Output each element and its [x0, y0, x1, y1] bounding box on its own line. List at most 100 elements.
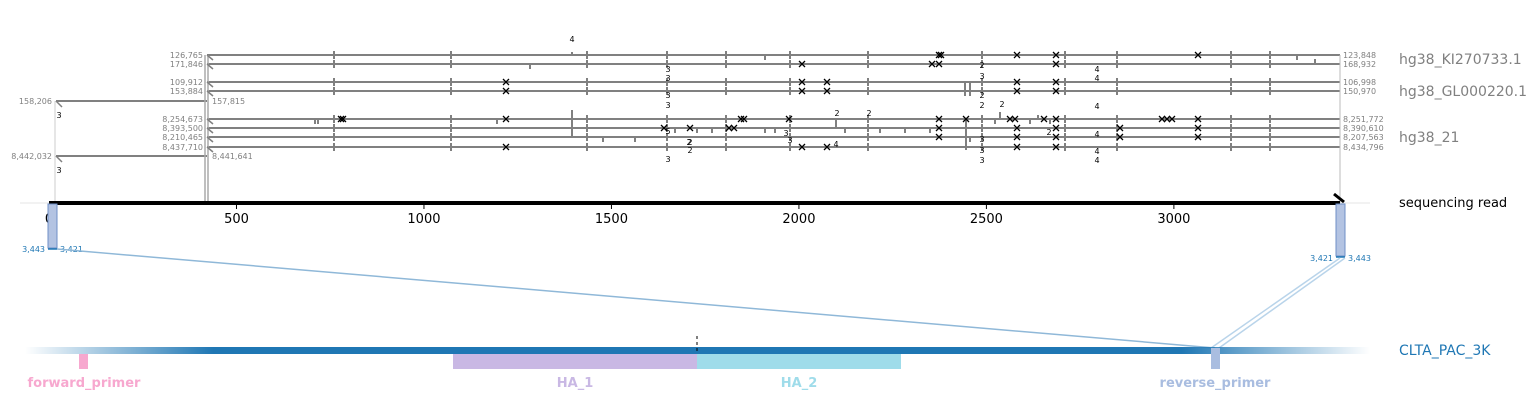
coord-right: 123,848 — [1343, 51, 1376, 60]
coord-left: 8,393,500 — [162, 124, 203, 133]
axis-tick-label: 1000 — [407, 212, 440, 227]
read-right-outer: 3,443 — [1348, 254, 1371, 263]
indel-count: 3 — [979, 156, 984, 165]
mismatch-x — [1194, 115, 1202, 123]
mismatch-x — [686, 124, 694, 132]
mismatch-x — [725, 124, 733, 132]
count-label: 3 — [56, 111, 61, 120]
coord-left: 158,206 — [19, 97, 52, 106]
mismatch-x — [502, 143, 510, 151]
axis-tick-label: 3000 — [1157, 212, 1190, 227]
indel-count: 4 — [1094, 147, 1099, 156]
read-right-inner: 3,421 — [1310, 254, 1333, 263]
mismatch-x — [1013, 133, 1021, 141]
bend-marker — [206, 90, 214, 97]
indel-count: 3 — [787, 136, 792, 145]
indel-count: 2 — [866, 109, 871, 118]
coord-left: 153,884 — [170, 87, 203, 96]
indel-count: 2 — [1046, 128, 1051, 137]
mismatch-x — [1052, 87, 1060, 95]
mismatch-x — [502, 115, 510, 123]
mismatch-x — [785, 115, 793, 123]
ha-1-feature — [453, 354, 697, 369]
mismatch-x — [798, 143, 806, 151]
bend-marker — [206, 81, 214, 88]
mismatch-x — [798, 78, 806, 86]
mismatch-x — [823, 143, 831, 151]
mismatch-x — [798, 60, 806, 68]
indel-count: 4 — [569, 35, 574, 44]
alignment-coords: 126,765 171,846 109,912 153,884 8,254,67… — [11, 51, 1383, 175]
coord-left: 8,254,673 — [162, 115, 203, 124]
bend-marker — [206, 146, 214, 153]
coord-left: 8,210,465 — [162, 133, 203, 142]
indel-count: 2 — [834, 109, 839, 118]
bend-marker — [206, 127, 214, 134]
indel-count: 3 — [665, 101, 670, 110]
ha-2-label: HA_2 — [781, 376, 818, 391]
mismatch-marks — [337, 51, 1202, 151]
mismatch-x — [1013, 124, 1021, 132]
mismatch-x — [1040, 115, 1048, 123]
ref-label-ki270733: hg38_KI270733.1 — [1399, 52, 1522, 68]
mismatch-x — [1194, 51, 1202, 59]
mismatch-x — [798, 87, 806, 95]
ref-label-hg38-21: hg38_21 — [1399, 130, 1459, 146]
ref-label-gl000220: hg38_GL000220.1 — [1399, 84, 1527, 100]
reverse-primer-feature — [1211, 348, 1220, 369]
indel-count: 3 — [665, 91, 670, 100]
axis-tick-label: 2500 — [970, 212, 1003, 227]
mismatch-x — [1013, 87, 1021, 95]
count-label: 3 — [56, 166, 61, 175]
bend-marker — [206, 118, 214, 125]
ha-2-feature — [697, 354, 901, 369]
read-axis: 050010001500200025003000 — [45, 204, 1190, 227]
mismatch-x — [1011, 115, 1019, 123]
axis-tick-label: 2000 — [782, 212, 815, 227]
mismatch-x — [935, 124, 943, 132]
mismatch-x — [1052, 78, 1060, 86]
mismatch-x — [1013, 78, 1021, 86]
mismatch-x — [823, 87, 831, 95]
indel-count: 2 — [687, 138, 692, 147]
coord-left: 109,912 — [170, 78, 203, 87]
read-right-end-box — [1335, 203, 1346, 257]
mismatch-x — [962, 115, 970, 123]
mismatch-x — [1194, 133, 1202, 141]
coord-right: 8,207,563 — [1343, 133, 1384, 142]
read-left-outer: 3,443 — [22, 245, 45, 254]
forward-primer-feature — [79, 354, 88, 369]
mismatch-x — [1013, 51, 1021, 59]
mismatch-x — [740, 115, 748, 123]
forward-primer-label: forward_primer — [28, 376, 142, 391]
indel-count: 2 — [979, 91, 984, 100]
mismatch-x — [1052, 60, 1060, 68]
mismatch-x — [1052, 143, 1060, 151]
mismatch-x — [1052, 124, 1060, 132]
mismatch-x — [660, 124, 668, 132]
coord-left: 171,846 — [170, 60, 203, 69]
mismatch-x — [1116, 124, 1124, 132]
indel-count: 4 — [1094, 74, 1099, 83]
indel-count: 3 — [979, 146, 984, 155]
read-left-end-box — [47, 203, 58, 249]
mapping-line — [1218, 257, 1346, 349]
mismatch-x — [1052, 133, 1060, 141]
reverse-primer-label: reverse_primer — [1160, 376, 1272, 391]
mapping-line — [56, 248, 1216, 349]
mismatch-x — [1006, 115, 1014, 123]
mismatch-x — [1013, 143, 1021, 151]
mismatch-x — [339, 115, 347, 123]
coord-left: 8,437,710 — [162, 143, 203, 152]
mismatch-x — [730, 124, 738, 132]
indel-count: 2 — [687, 146, 692, 155]
indel-count: 2 — [979, 61, 984, 70]
indel-count: 3 — [979, 72, 984, 81]
coord-left: 8,442,032 — [11, 152, 52, 161]
coord-right: 106,998 — [1343, 78, 1376, 87]
indel-count: 2 — [999, 100, 1004, 109]
coord-right: 8,434,796 — [1343, 143, 1384, 152]
mismatch-x — [937, 51, 945, 59]
